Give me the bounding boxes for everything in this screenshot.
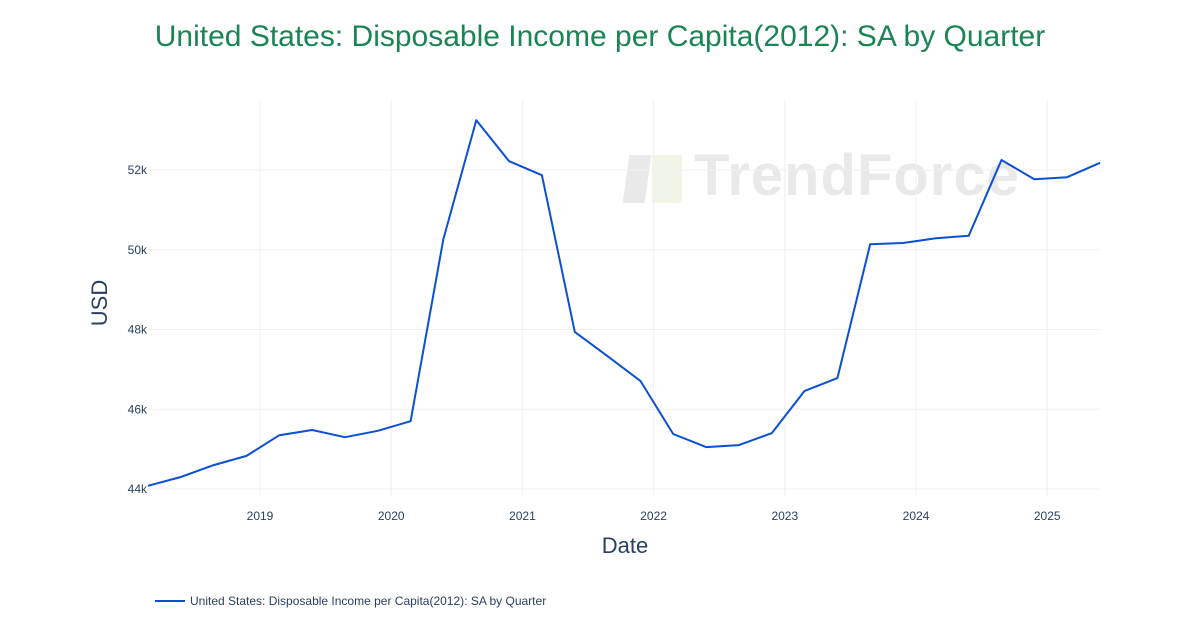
x-tick-label: 2024: [903, 509, 930, 523]
y-tick-label: 44k: [128, 482, 148, 496]
x-tick-label: 2021: [509, 509, 536, 523]
x-axis-title: Date: [602, 533, 648, 558]
x-tick-label: 2020: [378, 509, 405, 523]
data-line[interactable]: [147, 119, 1101, 487]
y-tick-label: 48k: [128, 323, 148, 337]
x-axis-ticks: 2019 2020 2021 2022 2023 2024 2025: [247, 509, 1061, 523]
y-tick-label: 46k: [128, 402, 148, 416]
y-axis-title: USD: [87, 280, 112, 326]
x-tick-label: 2025: [1034, 509, 1061, 523]
legend-line-icon: [155, 600, 185, 602]
x-tick-label: 2022: [640, 509, 667, 523]
y-tick-label: 52k: [128, 163, 148, 177]
gridlines: [148, 100, 1100, 496]
chart-title: United States: Disposable Income per Cap…: [154, 20, 1046, 53]
x-tick-label: 2023: [771, 509, 798, 523]
y-axis-ticks: 44k 46k 48k 50k 52k: [128, 163, 148, 496]
x-tick-label: 2019: [247, 509, 274, 523]
y-tick-label: 50k: [128, 243, 148, 257]
legend-label: United States: Disposable Income per Cap…: [190, 594, 547, 608]
legend[interactable]: United States: Disposable Income per Cap…: [155, 594, 546, 608]
